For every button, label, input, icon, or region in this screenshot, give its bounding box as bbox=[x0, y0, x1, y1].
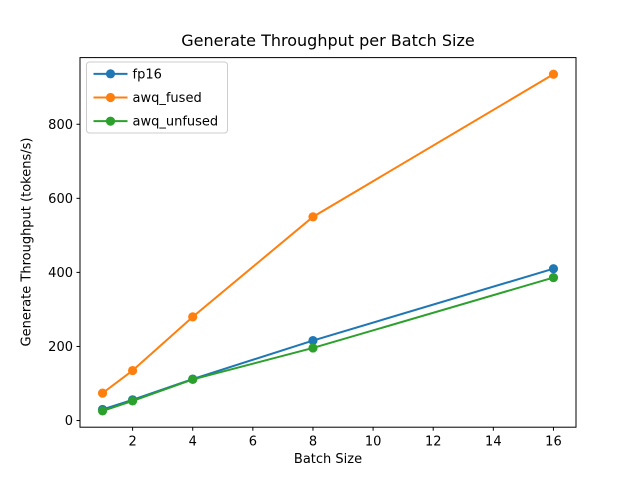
marker-awq_unfused-8 bbox=[308, 343, 318, 353]
marker-awq_unfused-2 bbox=[128, 396, 138, 406]
x-tick-label: 12 bbox=[425, 435, 442, 450]
legend-label-awq_fused: awq_fused bbox=[133, 91, 202, 106]
x-axis-label: Batch Size bbox=[293, 452, 363, 467]
legend-sample-marker-fp16 bbox=[105, 69, 116, 79]
line-awq_unfused bbox=[101, 276, 555, 412]
marker-awq_fused-16 bbox=[548, 69, 559, 79]
axes-spines bbox=[79, 57, 577, 428]
legend-sample-marker-awq_fused bbox=[105, 92, 116, 103]
marker-fp16-8 bbox=[308, 335, 318, 346]
y-tick-label: 400 bbox=[48, 266, 73, 281]
legend-label-fp16: fp16 bbox=[133, 67, 162, 82]
x-tick-label: 6 bbox=[249, 435, 257, 450]
y-tick-label: 0 bbox=[65, 414, 73, 429]
y-tick-label: 200 bbox=[48, 340, 73, 355]
marker-awq_fused-1 bbox=[97, 388, 108, 398]
marker-awq_unfused-4 bbox=[188, 374, 198, 385]
marker-awq_unfused-16 bbox=[548, 272, 559, 283]
legend-sample-marker-awq_unfused bbox=[105, 116, 116, 126]
marker-awq_fused-8 bbox=[308, 212, 318, 222]
marker-fp16-16 bbox=[548, 264, 559, 274]
marker-awq_unfused-1 bbox=[97, 406, 108, 416]
x-tick-label: 14 bbox=[485, 435, 502, 450]
x-tick-label: 16 bbox=[545, 435, 562, 450]
marker-awq_fused-4 bbox=[188, 312, 198, 322]
legend-label-awq_unfused: awq_unfused bbox=[133, 115, 219, 130]
y-tick-label: 800 bbox=[48, 118, 73, 133]
x-tick-label: 10 bbox=[365, 435, 382, 450]
x-tick-label: 4 bbox=[189, 435, 197, 450]
chart-title: Generate Throughput per Batch Size bbox=[181, 31, 475, 50]
y-tick-label: 600 bbox=[48, 192, 73, 207]
x-tick-label: 2 bbox=[128, 435, 136, 450]
marker-awq_fused-2 bbox=[128, 365, 138, 376]
x-tick-label: 8 bbox=[309, 435, 317, 450]
legend-box bbox=[86, 61, 228, 134]
